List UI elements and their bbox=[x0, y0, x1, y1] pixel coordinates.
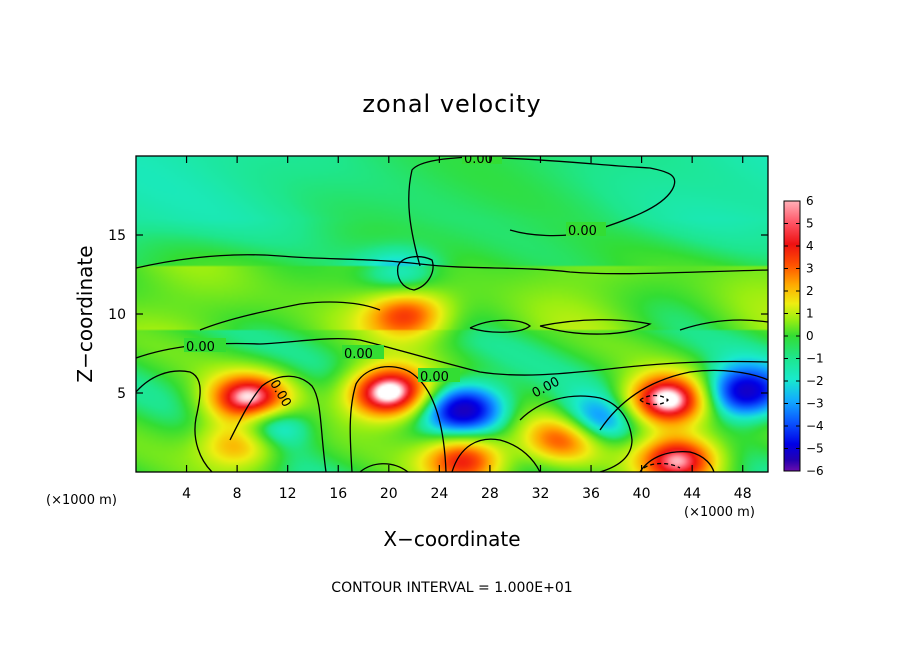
x-tick-label: 4 bbox=[182, 486, 191, 502]
colorbar-tick-label: 6 bbox=[806, 194, 814, 208]
contour-line-stratosphere bbox=[408, 156, 676, 267]
colorbar-tick-label: 0 bbox=[806, 329, 814, 343]
contour-label: 0.00 bbox=[420, 370, 449, 385]
y-tick-label: 5 bbox=[117, 386, 126, 402]
contour-line-dashed bbox=[639, 394, 681, 469]
x-tick-label: 44 bbox=[683, 486, 701, 502]
colorbar-tick-label: 3 bbox=[806, 262, 814, 276]
x-axis-unit-right: (×1000 m) bbox=[684, 505, 755, 520]
y-axis-title: Z−coordinate bbox=[73, 245, 97, 382]
contour-label: 0.00 bbox=[344, 347, 373, 362]
x-tick-label: 8 bbox=[233, 486, 242, 502]
contour-line-upper-patch bbox=[396, 255, 434, 291]
x-tick-label: 40 bbox=[633, 486, 651, 502]
x-tick-label: 12 bbox=[279, 486, 297, 502]
contour-line-mid bbox=[136, 338, 768, 376]
x-tick-label: 16 bbox=[329, 486, 347, 502]
contour-labels: 0.00 0.00 0.00 0.00 0.00 0.00 0.00 bbox=[184, 152, 606, 410]
colorbar-tick-label: −4 bbox=[806, 419, 824, 433]
contour-label: 0.00 bbox=[464, 152, 493, 167]
y-tick-label: 15 bbox=[108, 228, 126, 244]
contour-line-tropopause bbox=[199, 301, 768, 335]
colorbar-tick-label: 2 bbox=[806, 284, 814, 298]
colorbar-tick-label: −1 bbox=[806, 352, 824, 366]
velocity-field-raster bbox=[136, 156, 768, 472]
x-tick-label: 48 bbox=[734, 486, 752, 502]
x-tick-label: 36 bbox=[582, 486, 600, 502]
contour-line-lower-right bbox=[359, 369, 768, 472]
colorbar-tick-label: 5 bbox=[806, 217, 814, 231]
x-axis-unit-left: (×1000 m) bbox=[46, 493, 117, 508]
colorbar-tick-label: −3 bbox=[806, 397, 824, 411]
colorbar-tick-label: 4 bbox=[806, 239, 814, 253]
x-tick-label: 28 bbox=[481, 486, 499, 502]
contour-label: 0.00 bbox=[568, 224, 597, 239]
contour-line-lower-left bbox=[136, 370, 327, 472]
heatmap-field: 0.00 0.00 0.00 0.00 0.00 0.00 0.00 bbox=[136, 152, 768, 472]
chart-title: zonal velocity bbox=[362, 90, 541, 118]
x-tick-label: 32 bbox=[532, 486, 550, 502]
x-tick-label: 20 bbox=[380, 486, 398, 502]
colorbar-tick-label: 1 bbox=[806, 307, 814, 321]
x-axis-title: X−coordinate bbox=[383, 527, 520, 551]
colorbar-ticks: 6 5 4 3 2 1 0 −1 −2 −3 −4 −5 −6 bbox=[784, 194, 824, 478]
contour-interval-note: CONTOUR INTERVAL = 1.000E+01 bbox=[331, 580, 572, 596]
contour-label: 0.00 bbox=[186, 340, 215, 355]
colorbar-tick-label: −2 bbox=[806, 374, 824, 388]
x-tick-label: 24 bbox=[430, 486, 448, 502]
colorbar-tick-label: −6 bbox=[806, 464, 824, 478]
colorbar-tick-label: −5 bbox=[806, 442, 824, 456]
contour-line-upper bbox=[136, 254, 768, 275]
zero-contours bbox=[136, 156, 768, 472]
y-tick-label: 10 bbox=[108, 307, 126, 323]
